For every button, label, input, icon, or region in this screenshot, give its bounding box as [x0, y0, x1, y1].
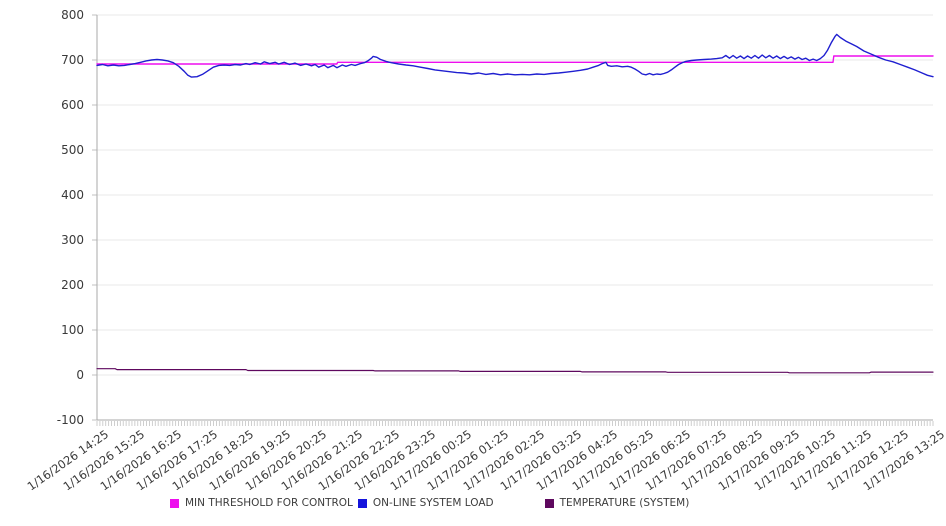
y-tick-label-700: 700: [61, 53, 84, 67]
y-tick-label-0: 0: [76, 368, 84, 382]
legend-item-1: ON-LINE SYSTEM LOAD: [357, 497, 494, 509]
legend-swatch-icon: [170, 498, 179, 508]
legend: MIN THRESHOLD FOR CONTROL ON-LINE SYSTEM …: [170, 497, 689, 509]
y-tick-label-100: 100: [61, 323, 84, 337]
series-line-1: [96, 368, 934, 374]
legend-item-0: MIN THRESHOLD FOR CONTROL: [170, 497, 353, 509]
y-tick-label-800: 800: [61, 8, 84, 22]
series-line-2: [96, 33, 934, 78]
y-tick-label-600: 600: [61, 98, 84, 112]
legend-label: TEMPERATURE (SYSTEM): [559, 497, 690, 509]
y-tick-label-500: 500: [61, 143, 84, 157]
legend-label: MIN THRESHOLD FOR CONTROL: [185, 497, 353, 509]
legend-label: ON-LINE SYSTEM LOAD: [372, 497, 494, 509]
y-tick-label-300: 300: [61, 233, 84, 247]
y-tick-label-200: 200: [61, 278, 84, 292]
y-tick-label-400: 400: [61, 188, 84, 202]
legend-swatch-icon: [544, 498, 554, 508]
legend-swatch-icon: [357, 498, 367, 508]
y-tick-label--100: -100: [56, 413, 84, 427]
legend-item-2: TEMPERATURE (SYSTEM): [544, 497, 690, 509]
